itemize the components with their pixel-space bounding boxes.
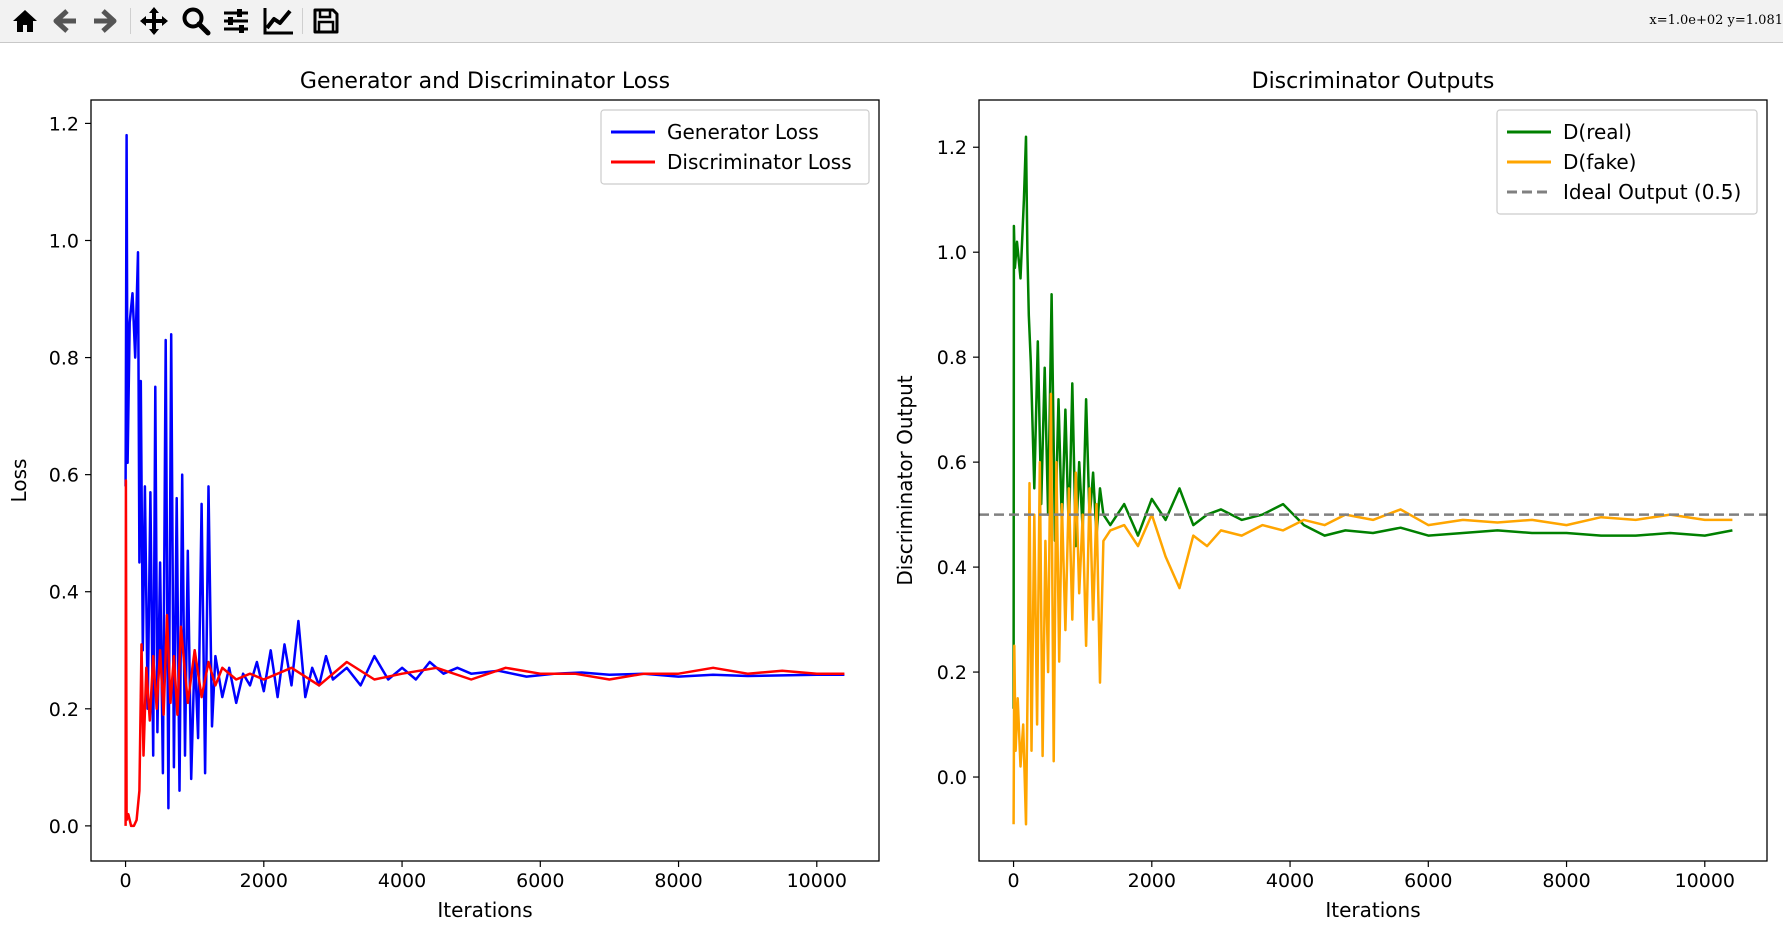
toolbar-separator — [302, 8, 303, 34]
y-tick-label: 0.4 — [937, 557, 967, 579]
x-tick-label: 6000 — [1404, 870, 1452, 892]
legend-box — [600, 109, 870, 185]
x-tick-label: 8000 — [1542, 870, 1590, 892]
cursor-coordinates: x=1.0e+02 y=1.081 — [1649, 13, 1783, 28]
pan-icon — [140, 7, 168, 35]
y-tick-label: 0.0 — [49, 816, 79, 838]
x-tick-label: 6000 — [516, 870, 564, 892]
legend-label: D(real) — [1563, 120, 1632, 144]
subplots-button[interactable] — [219, 4, 253, 38]
forward-icon — [94, 9, 117, 33]
legend-label: Generator Loss — [667, 120, 819, 144]
forward-button[interactable] — [88, 4, 122, 38]
discriminator-outputs-chart: Discriminator Outputs 0 2000 4000 6000 8000 10… — [893, 69, 1768, 922]
y-tick-label: 0.4 — [49, 582, 79, 604]
series-line-1 — [124, 479, 845, 828]
x-tick-label: 4000 — [378, 870, 426, 892]
y-tick-label: 0.8 — [937, 347, 967, 369]
y-tick-label: 0.6 — [937, 452, 967, 474]
x-tick-label: 0 — [1008, 870, 1020, 892]
plot-frame — [90, 99, 880, 862]
series-line-0 — [1012, 135, 1733, 709]
series-line-1 — [1012, 392, 1733, 826]
legend: D(real) D(fake) Ideal Output (0.5) — [1496, 109, 1758, 215]
save-icon — [313, 8, 339, 34]
x-tick-label: 8000 — [654, 870, 702, 892]
y-tick-label: 1.2 — [49, 113, 79, 135]
figure-canvas[interactable]: Generator and Discriminator Loss 0 2000 400… — [0, 43, 1783, 935]
home-button[interactable] — [8, 4, 42, 38]
y-tick-label: 0.0 — [937, 767, 967, 789]
toolbar-separator — [130, 8, 131, 34]
edit-axes-icon — [263, 8, 293, 35]
loss-chart: Generator and Discriminator Loss 0 2000 400… — [7, 69, 880, 922]
y-axis-label: Loss — [7, 459, 31, 503]
subplots-icon — [224, 9, 248, 33]
zoom-icon — [182, 7, 211, 36]
chart-title: Generator and Discriminator Loss — [300, 69, 670, 94]
y-tick-label: 0.6 — [49, 465, 79, 487]
y-tick-label: 0.2 — [49, 699, 79, 721]
legend-label: D(fake) — [1563, 150, 1636, 174]
back-icon — [53, 9, 76, 33]
x-tick-label: 2000 — [240, 870, 288, 892]
save-button[interactable] — [309, 4, 343, 38]
legend-label: Ideal Output (0.5) — [1563, 180, 1741, 204]
home-icon — [13, 10, 37, 32]
legend-label: Discriminator Loss — [667, 150, 852, 174]
zoom-button[interactable] — [179, 4, 213, 38]
y-axis-label: Discriminator Output — [893, 375, 917, 585]
x-tick-label: 10000 — [787, 870, 847, 892]
pan-button[interactable] — [137, 4, 171, 38]
edit-axes-button[interactable] — [261, 4, 295, 38]
x-tick-label: 4000 — [1266, 870, 1314, 892]
x-tick-label: 10000 — [1675, 870, 1735, 892]
y-tick-label: 1.0 — [49, 230, 79, 252]
series-line-0 — [124, 133, 845, 810]
legend-box — [1496, 109, 1758, 215]
x-tick-label: 2000 — [1128, 870, 1176, 892]
x-axis-label: Iterations — [1325, 898, 1420, 922]
chart-title: Discriminator Outputs — [1252, 69, 1495, 94]
plot-frame — [978, 99, 1768, 862]
x-tick-label: 0 — [120, 870, 132, 892]
x-axis-label: Iterations — [437, 898, 532, 922]
y-tick-label: 0.8 — [49, 348, 79, 370]
y-tick-label: 0.2 — [937, 662, 967, 684]
legend: Generator Loss Discriminator Loss — [600, 109, 870, 185]
y-tick-label: 1.0 — [937, 242, 967, 264]
back-button[interactable] — [48, 4, 82, 38]
toolbar: x=1.0e+02 y=1.081 — [0, 0, 1783, 43]
y-tick-label: 1.2 — [937, 137, 967, 159]
